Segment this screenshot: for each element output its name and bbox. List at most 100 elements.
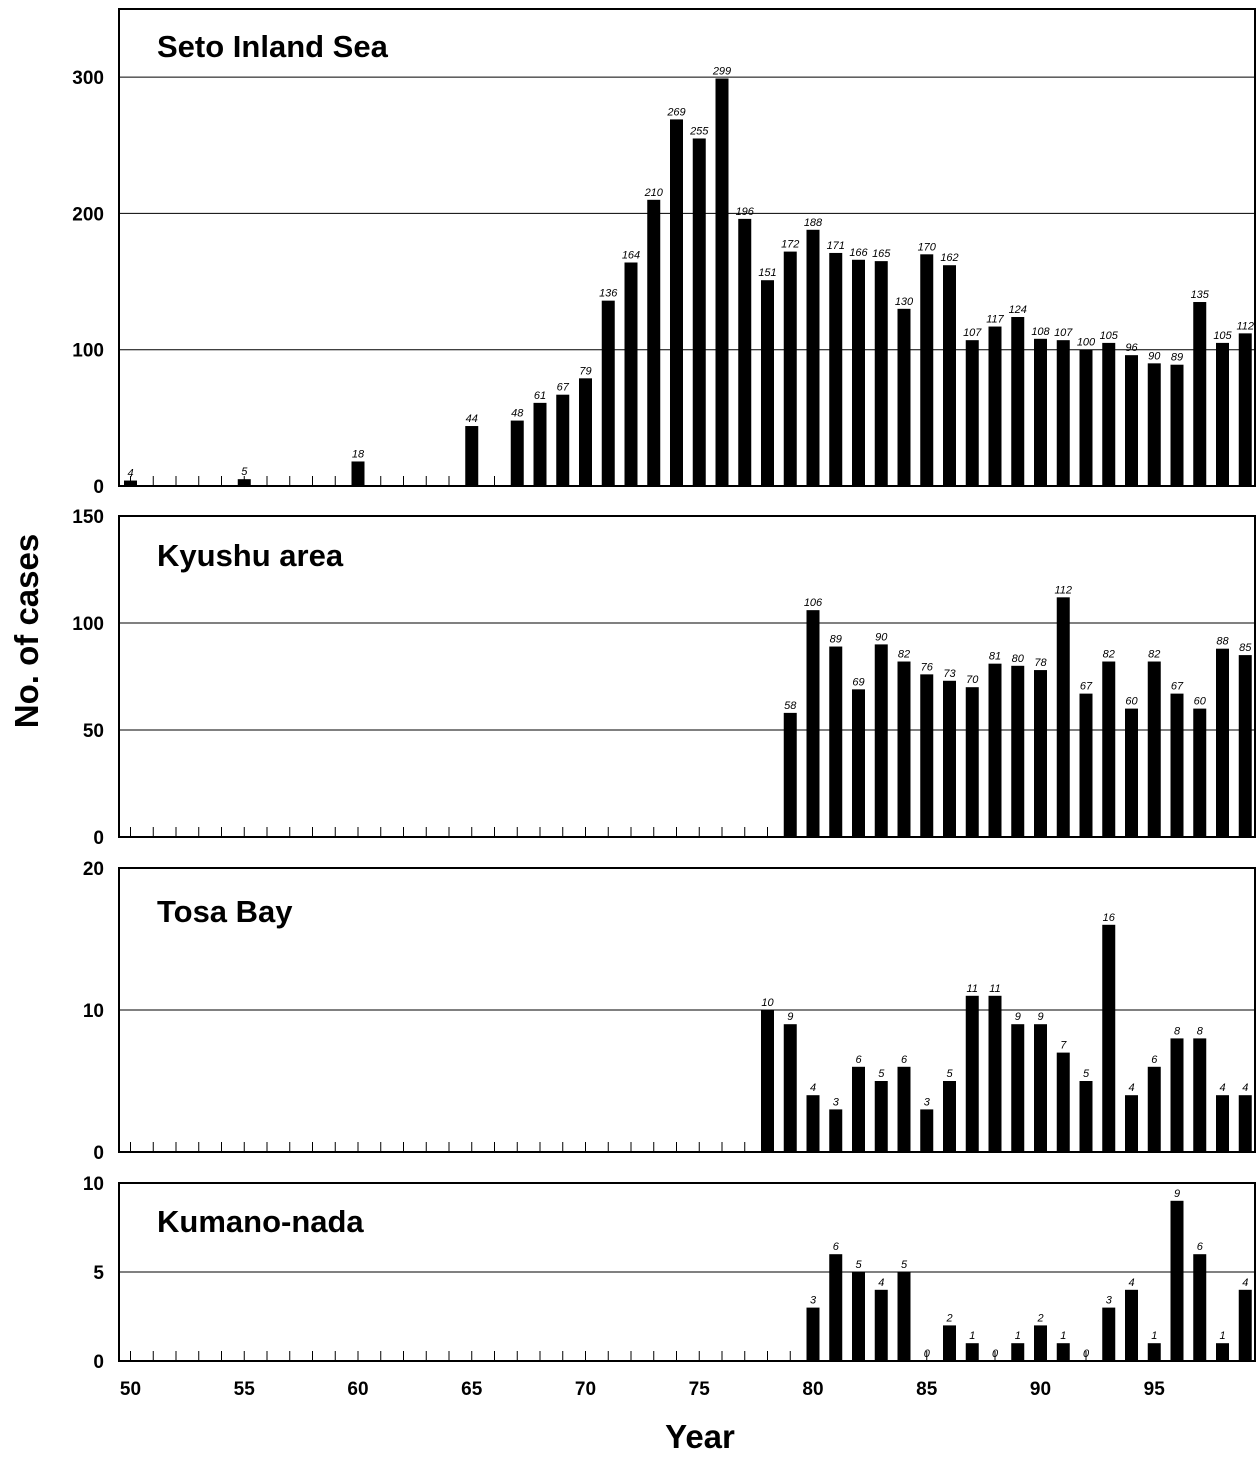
x-axis-title: Year — [665, 1418, 735, 1455]
chart-panel: 0 10 20 10 9 4 3 6 5 6 3 5 11 11 9 9 7 5 16 4 6 8 8 4 4 Tosa Bay — [83, 859, 1256, 1164]
bar — [988, 995, 1002, 1152]
bar — [806, 229, 820, 487]
bar-value-label: 89 — [1171, 352, 1183, 364]
bar — [761, 280, 774, 486]
bar — [1102, 661, 1116, 837]
bar — [1170, 364, 1184, 486]
bar — [988, 663, 1002, 837]
bar-value-label: 82 — [1103, 649, 1115, 661]
bar — [1011, 665, 1025, 837]
bar — [1102, 1307, 1116, 1361]
bar — [237, 479, 251, 486]
bar-value-label: 8 — [1174, 1025, 1181, 1037]
bar-value-label: 107 — [1054, 327, 1073, 339]
bar-value-label: 112 — [1054, 584, 1072, 596]
bar — [1079, 693, 1093, 837]
bar — [1170, 693, 1184, 837]
bar — [1011, 1024, 1025, 1152]
chart-panel: 0 100 200 300 4 5 18 44 48 61 67 79 136 164 210 269 255 2… — [72, 8, 1256, 498]
bar — [1170, 1038, 1184, 1152]
y-tick-label: 0 — [93, 828, 104, 849]
bar-value-label: 299 — [712, 66, 731, 78]
bar-value-label: 9 — [787, 1011, 793, 1023]
bar — [761, 1010, 774, 1152]
bar-value-label: 151 — [758, 267, 776, 279]
bar-value-label: 1 — [969, 1330, 975, 1342]
bar-value-label: 60 — [1125, 696, 1138, 708]
bar-value-label: 88 — [1216, 636, 1229, 648]
bar-value-label: 58 — [784, 700, 797, 712]
bar-value-label: 0 — [992, 1348, 999, 1360]
bar-value-label: 90 — [1148, 350, 1161, 362]
bar-value-label: 196 — [736, 206, 755, 218]
bar — [1193, 302, 1207, 486]
x-tick-label: 80 — [802, 1379, 823, 1400]
bar — [1125, 355, 1138, 486]
bar — [829, 1109, 843, 1152]
bar — [1079, 349, 1093, 486]
bar-value-label: 4 — [127, 468, 133, 480]
x-axis: 50 55 60 65 70 75 80 85 90 95 — [120, 1379, 1165, 1400]
panel-frame — [118, 1182, 1256, 1362]
bar — [1034, 338, 1047, 486]
panel-frame — [118, 515, 1256, 838]
bar-value-label: 73 — [943, 668, 956, 680]
bar-value-label: 10 — [761, 997, 774, 1009]
bar-value-label: 166 — [849, 247, 868, 259]
bar — [829, 252, 843, 486]
bar — [943, 1325, 956, 1361]
bar — [874, 644, 888, 837]
bar — [533, 402, 547, 486]
bar — [1056, 597, 1070, 837]
bar-value-label: 8 — [1197, 1025, 1204, 1037]
bar-value-label: 5 — [855, 1259, 862, 1271]
bar — [874, 1289, 888, 1361]
bar-value-label: 0 — [1083, 1348, 1090, 1360]
x-tick-label: 65 — [461, 1379, 483, 1400]
bar — [852, 259, 865, 486]
bar — [465, 426, 479, 486]
bar — [943, 265, 956, 486]
panel-frame — [118, 867, 1256, 1153]
bar — [1216, 1095, 1229, 1152]
bar — [1034, 1325, 1047, 1361]
bar — [988, 326, 1002, 486]
bar-value-label: 117 — [986, 314, 1004, 326]
x-tick-label: 55 — [234, 1379, 256, 1400]
bar-value-label: 82 — [898, 649, 910, 661]
y-tick-label: 5 — [93, 1263, 104, 1284]
bar — [897, 661, 911, 837]
bar — [124, 480, 137, 486]
bar — [783, 712, 797, 837]
bar — [1011, 317, 1025, 486]
bar-value-label: 6 — [855, 1054, 862, 1066]
bar — [965, 340, 979, 486]
bar-value-label: 108 — [1031, 326, 1050, 338]
bar — [1056, 1052, 1070, 1152]
bar-value-label: 7 — [1060, 1040, 1067, 1052]
bar-value-label: 96 — [1125, 342, 1138, 354]
bar-value-label: 69 — [852, 676, 864, 688]
panel-title: Seto Inland Sea — [157, 29, 389, 64]
bar — [1034, 670, 1047, 837]
bar — [943, 680, 956, 837]
bar — [1011, 1343, 1025, 1361]
bar — [943, 1081, 956, 1152]
bar — [874, 1081, 888, 1152]
bar-value-label: 9 — [1174, 1188, 1180, 1200]
bar — [556, 394, 570, 486]
bar-value-label: 9 — [1037, 1011, 1043, 1023]
bar-value-label: 60 — [1194, 696, 1207, 708]
bar-value-label: 3 — [1106, 1295, 1113, 1307]
bar-value-label: 6 — [1151, 1054, 1158, 1066]
bar — [920, 254, 934, 486]
y-tick-label: 10 — [83, 1001, 104, 1022]
x-tick-label: 85 — [916, 1379, 938, 1400]
bar-value-label: 1 — [1060, 1330, 1066, 1342]
bar-value-label: 136 — [599, 288, 618, 300]
bar — [1238, 1095, 1252, 1152]
bar — [852, 1272, 865, 1361]
bar — [1125, 1095, 1138, 1152]
bar — [624, 262, 638, 486]
